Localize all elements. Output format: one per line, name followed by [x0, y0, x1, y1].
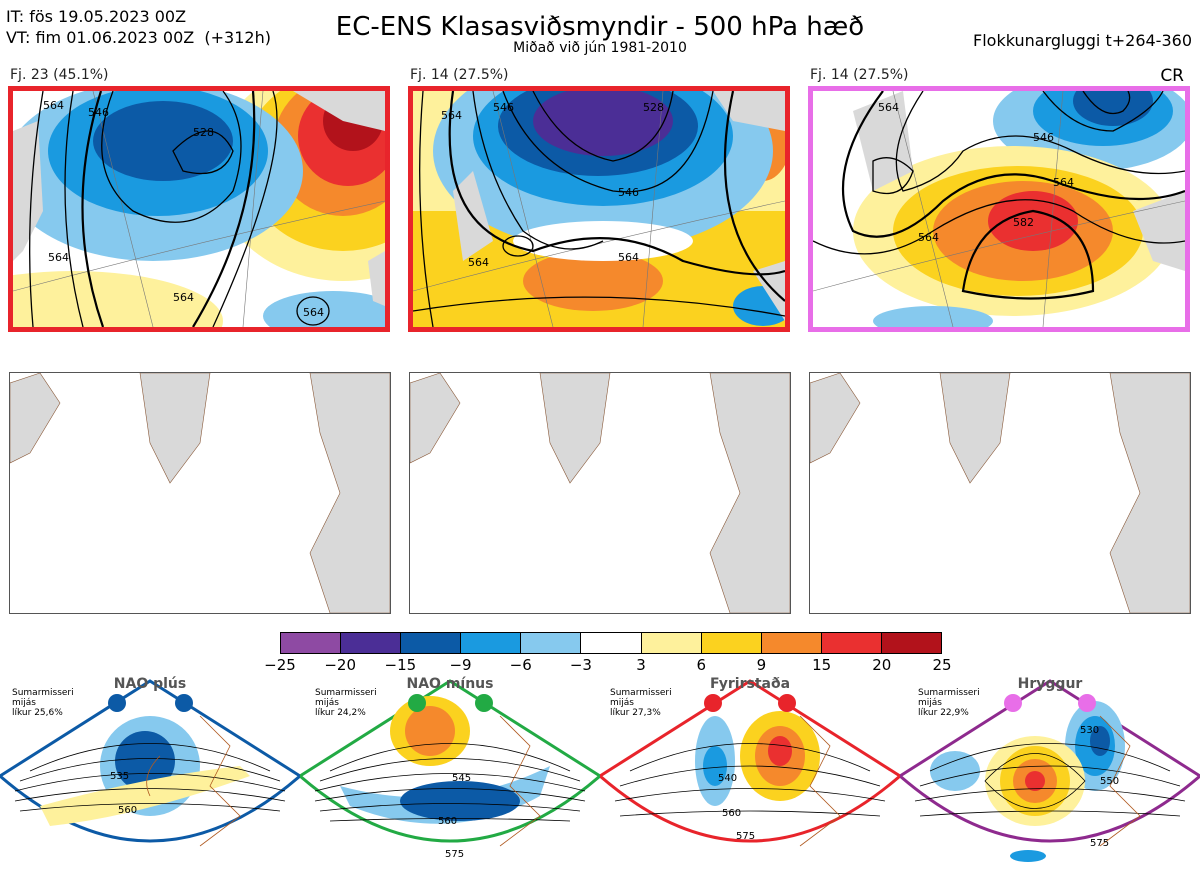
regime-contour-label: 560	[438, 816, 457, 827]
colorbar-tick-label: 20	[872, 656, 892, 674]
regime-title: NAO plús	[113, 676, 187, 692]
regime-contour-label: 575	[445, 849, 464, 860]
colorbar-swatch	[641, 633, 702, 653]
regime-title: Fyrirstaða	[709, 676, 791, 692]
colorbar-tick-label: 6	[696, 656, 707, 674]
regime-nao-minus: 545 560 575 NAO mínus Sumarmisseri mijás…	[300, 676, 600, 871]
contour-label: 528	[643, 101, 664, 114]
colorbar-swatch	[341, 633, 402, 653]
cr-label: CR	[1160, 66, 1184, 86]
contour-label: 564	[441, 109, 462, 122]
classification-window: Flokkunargluggi t+264-360	[973, 31, 1192, 50]
page-title: EC-ENS Klasasviðsmyndir - 500 hPa hæð	[335, 12, 865, 42]
regime-contour-label: 575	[736, 831, 755, 842]
regime-title: NAO mínus	[406, 676, 494, 692]
colorbar-swatch	[701, 633, 762, 653]
run-info: IT: fös 19.05.2023 00Z VT: fim 01.06.202…	[6, 6, 271, 48]
colorbar-swatch	[521, 633, 582, 653]
panel-2-label: Fj. 14 (27.5%)	[410, 67, 509, 83]
colorbar-swatch	[401, 633, 462, 653]
colorbar-tick-label: −6	[509, 656, 532, 674]
regime-contour-label: 575	[1090, 838, 1109, 849]
colorbar-tick-label: 15	[812, 656, 832, 674]
colorbar-tick-label: −15	[384, 656, 417, 674]
contour-label: 564	[618, 251, 639, 264]
regime-contour-label: 540	[718, 773, 737, 784]
colorbar-tick-label: −9	[449, 656, 472, 674]
colorbar-tick-label: 9	[756, 656, 767, 674]
valid-time: VT: fim 01.06.2023 00Z (+312h)	[6, 28, 271, 47]
contour-label: 564	[878, 101, 899, 114]
cluster-map-1: 564 546 528 564 564 564	[8, 86, 390, 332]
contour-label: 564	[468, 256, 489, 269]
regime-note: Sumarmisseri mijás líkur 27,3%	[610, 688, 672, 718]
regime-ridge: 530 550 575 Hryggur Sumarmisseri mijás l…	[900, 676, 1200, 871]
page-subtitle: Miðað við jún 1981-2010	[513, 40, 687, 56]
colorbar-tick-label: −3	[569, 656, 592, 674]
contour-label: 564	[48, 251, 69, 264]
contour-label: 546	[618, 186, 639, 199]
regime-contour-label: 560	[118, 805, 137, 816]
panel-3-label: Fj. 14 (27.5%)	[810, 67, 909, 83]
colorbar-swatch	[821, 633, 882, 653]
regime-blocking: 540 560 575 Fyrirstaða Sumarmisseri mijá…	[600, 676, 900, 871]
blank-map-2	[409, 372, 791, 614]
panel-1-label: Fj. 23 (45.1%)	[10, 67, 109, 83]
regime-contour-label: 545	[452, 773, 471, 784]
regime-nao-plus: 535 560 NAO plús Sumarmisseri mijás líku…	[0, 676, 300, 871]
contour-label: 564	[918, 231, 939, 244]
regime-title: Hryggur	[1017, 676, 1083, 692]
init-time: IT: fös 19.05.2023 00Z	[6, 7, 187, 26]
colorbar-swatch	[761, 633, 822, 653]
regime-note: Sumarmisseri mijás líkur 25,6%	[12, 688, 74, 718]
colorbar-swatch	[881, 633, 942, 653]
colorbar-tick-label: −25	[264, 656, 296, 674]
colorbar-swatch	[581, 633, 642, 653]
blank-map-3	[809, 372, 1191, 614]
contour-label: 546	[493, 101, 514, 114]
regime-contour-label: 530	[1080, 725, 1099, 736]
colorbar-tick-label: 3	[636, 656, 646, 674]
contour-label: 564	[43, 99, 64, 112]
blank-map-1	[9, 372, 391, 614]
contour-label: 564	[173, 291, 194, 304]
cluster-map-3: 564 546 564 582 564	[808, 86, 1190, 332]
contour-label: 564	[1053, 176, 1074, 189]
colorbar-swatch	[281, 633, 342, 653]
contour-label: 546	[1033, 131, 1054, 144]
regime-contour-label: 535	[110, 771, 129, 782]
contour-label: 582	[1013, 216, 1034, 229]
anomaly-colorbar	[280, 632, 942, 654]
regime-contour-label: 560	[722, 808, 741, 819]
regime-note: Sumarmisseri mijás líkur 22,9%	[918, 688, 980, 718]
contour-label: 528	[193, 126, 214, 139]
contour-label: 564	[303, 306, 324, 319]
regime-note: Sumarmisseri mijás líkur 24,2%	[315, 688, 377, 718]
regime-contour-label: 550	[1100, 776, 1119, 787]
colorbar-swatch	[461, 633, 522, 653]
colorbar-tick-label: 25	[932, 656, 952, 674]
cluster-map-2: 564 546 528 546 564 564	[408, 86, 790, 332]
contour-label: 546	[88, 106, 109, 119]
colorbar-tick-label: −20	[324, 656, 356, 674]
